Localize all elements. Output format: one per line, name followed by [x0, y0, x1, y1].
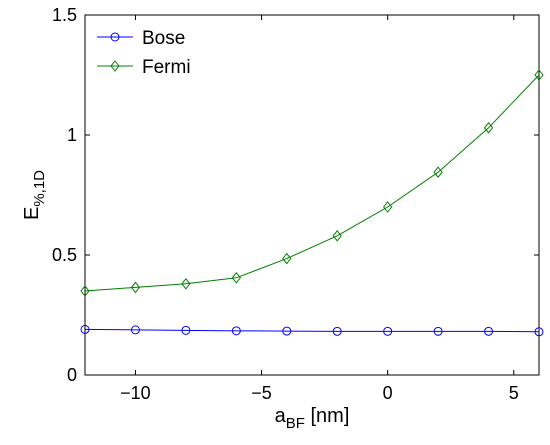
data-point-fermi	[231, 271, 241, 284]
data-point-fermi	[483, 121, 494, 134]
y-axis-label-main: E	[21, 207, 43, 220]
data-point-fermi	[383, 201, 393, 213]
x-tick-label: 0	[383, 383, 393, 403]
data-point-fermi	[534, 69, 544, 81]
x-axis-label-sub: BF	[286, 415, 305, 432]
y-axis-label-sub: %,1D	[31, 170, 48, 207]
x-axis-label-main: a	[275, 405, 287, 427]
y-tick-label: 0	[67, 365, 77, 385]
legend-label-bose: Bose	[142, 28, 185, 49]
legend-label-fermi: Fermi	[142, 57, 191, 78]
y-tick-label: 0.5	[52, 245, 77, 265]
data-point-fermi	[332, 229, 342, 242]
x-axis-label-rest: [nm]	[305, 405, 349, 427]
data-point-bose	[332, 326, 342, 336]
x-axis-label: aBF [nm]	[275, 405, 350, 432]
x-tick-label: −5	[251, 383, 272, 403]
data-point-bose	[484, 326, 494, 336]
data-point-bose	[282, 326, 292, 336]
data-point-bose	[433, 326, 443, 336]
legend-marker-fermi	[110, 60, 120, 72]
data-point-bose	[80, 324, 90, 334]
legend: Bose Fermi	[97, 28, 191, 78]
data-point-fermi	[433, 166, 443, 179]
data-point-fermi	[282, 252, 292, 265]
series-line-fermi	[84, 74, 540, 292]
legend-marker-bose	[110, 32, 120, 42]
y-tick-label: 1.5	[52, 5, 77, 25]
y-axis-label: E%,1D	[21, 170, 48, 220]
series-layer	[80, 69, 544, 337]
series-line-bose	[84, 328, 540, 333]
y-tick-label: 1	[67, 125, 77, 145]
data-point-bose	[534, 327, 544, 337]
x-tick-label: 5	[509, 383, 519, 403]
plot-area	[84, 14, 540, 376]
data-point-bose	[130, 325, 140, 335]
data-point-bose	[383, 326, 393, 336]
data-point-fermi	[181, 277, 191, 290]
data-point-bose	[181, 325, 191, 335]
data-point-fermi	[80, 285, 90, 297]
axis-ticks: −10 −5 0 5 0 0.5 1 1.5	[52, 5, 539, 403]
data-point-bose	[231, 326, 241, 336]
x-tick-label: −10	[120, 383, 151, 403]
data-point-fermi	[130, 281, 141, 294]
